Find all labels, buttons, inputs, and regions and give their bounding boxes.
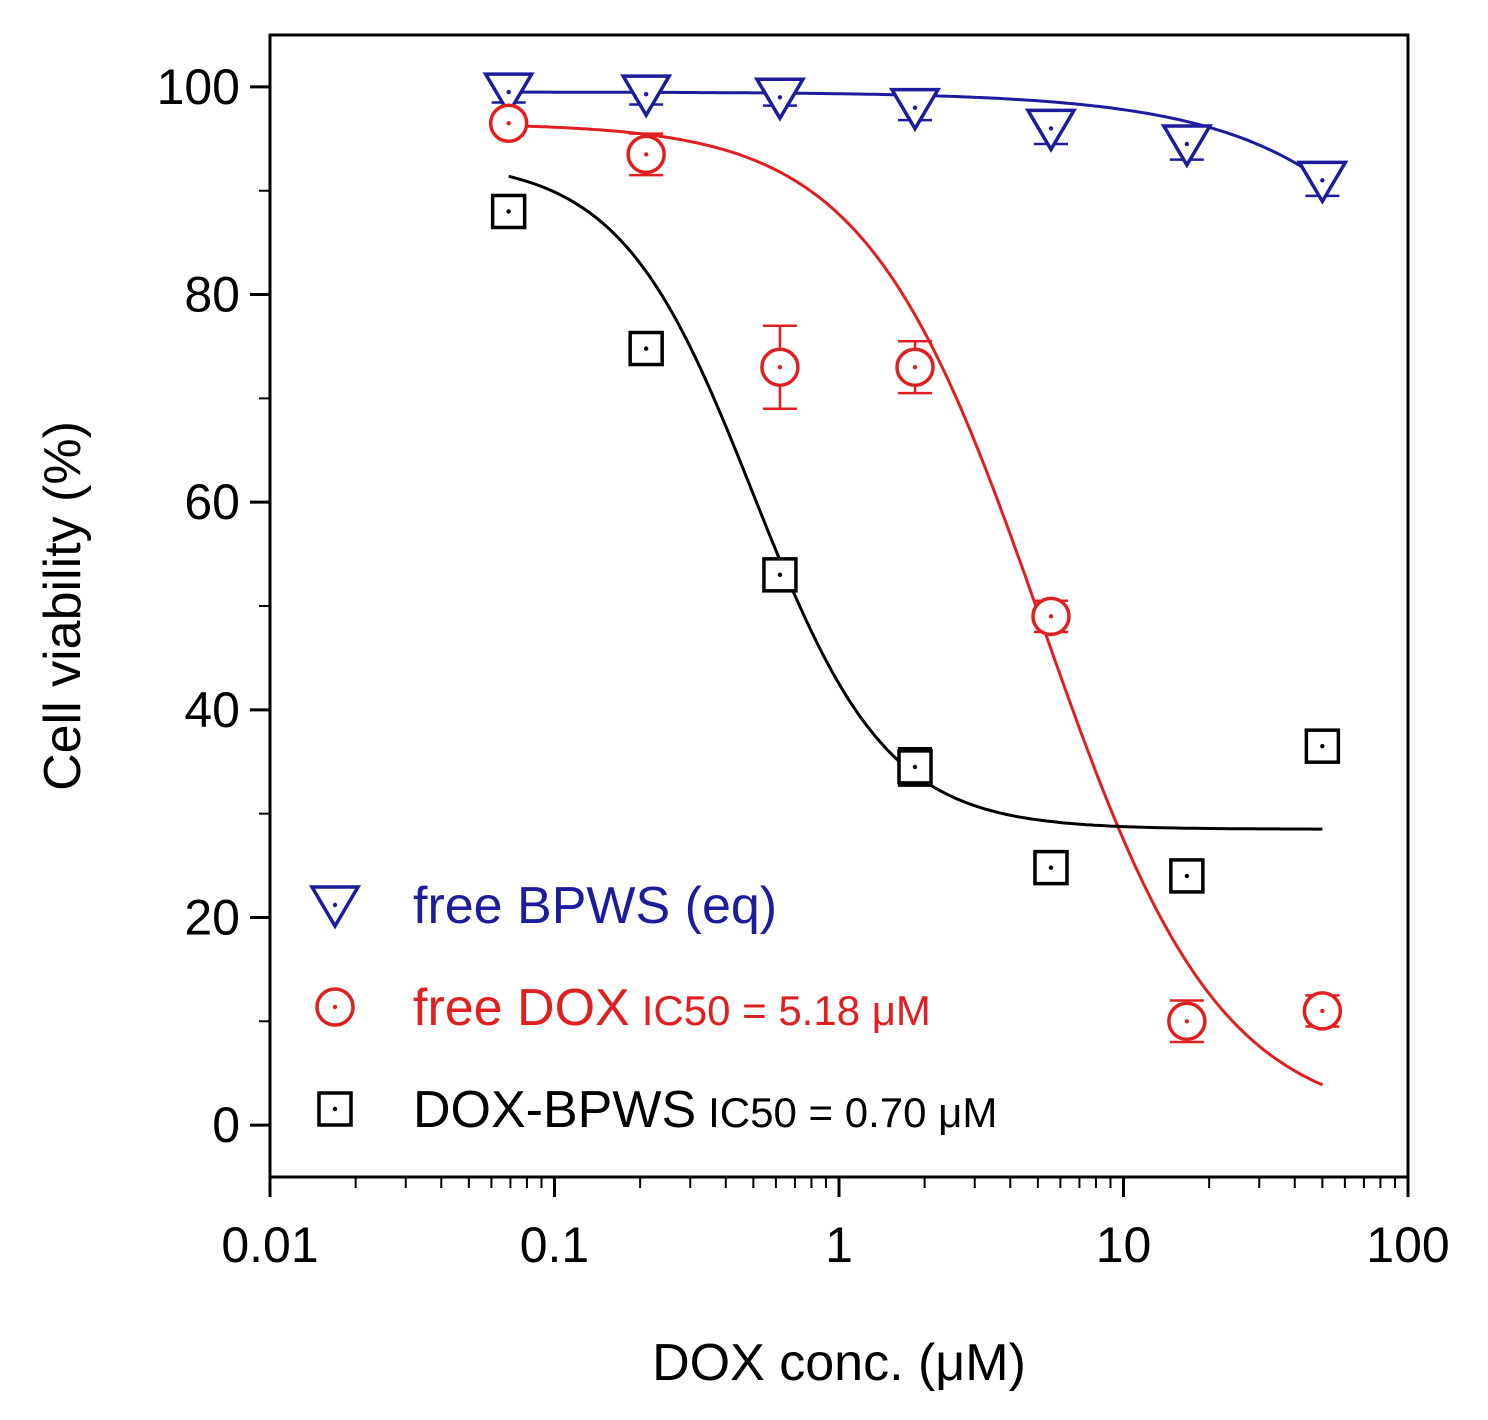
legend-series-name: free BPWS (eq) [413, 877, 777, 935]
legend-label: DOX-BPWS IC50 = 0.70 μM [413, 1081, 997, 1139]
marker-center-dot [1048, 865, 1054, 870]
y-axis-title: Cell viability (%) [34, 421, 92, 791]
data-point [1167, 1001, 1207, 1042]
marker-center-dot [777, 365, 783, 370]
marker-center-dot [1184, 141, 1190, 147]
x-tick-label: 0.01 [221, 1217, 318, 1273]
marker-center-dot [332, 1106, 338, 1112]
marker-center-dot [1184, 1019, 1190, 1024]
x-axis-title: DOX conc. (μM) [652, 1334, 1026, 1392]
legend-ic50: IC50 = 0.70 μM [708, 1089, 997, 1136]
legend-label: free BPWS (eq) [413, 877, 777, 935]
marker-center-dot [777, 572, 783, 578]
marker-center-dot [506, 89, 511, 95]
legend-series-name: DOX-BPWS [413, 1081, 696, 1139]
data-point [482, 72, 535, 117]
data-point [760, 347, 800, 387]
marker-center-dot [1320, 743, 1325, 749]
legend-label: free DOX IC50 = 5.18 μM [413, 979, 931, 1037]
data-point [1296, 160, 1349, 205]
marker-center-dot [506, 121, 511, 126]
legend-marker [315, 987, 355, 1027]
marker-center-dot [1320, 1008, 1325, 1014]
y-tick-label: 0 [212, 1097, 240, 1153]
marker-center-dot [777, 95, 783, 100]
data-point [1024, 108, 1078, 153]
fit-curves [508, 90, 1324, 1087]
y-tick-label: 100 [157, 59, 240, 115]
data-point [1160, 124, 1213, 169]
y-tick-label: 80 [184, 267, 240, 323]
data-point [888, 87, 942, 133]
data-point [1169, 858, 1205, 894]
data-point [488, 103, 529, 143]
data-point [762, 557, 798, 593]
data-point [1302, 991, 1343, 1031]
marker-center-dot [1048, 126, 1054, 131]
marker-center-dot [1048, 614, 1054, 619]
marker-center-dot [1184, 873, 1190, 879]
data-point [490, 193, 527, 230]
data-point [628, 330, 664, 367]
square-marker [1169, 858, 1205, 894]
y-tick-label: 20 [184, 889, 240, 945]
x-tick-label: 1 [825, 1217, 853, 1273]
x-tick-label: 10 [1096, 1217, 1152, 1273]
marker-center-dot [912, 365, 918, 370]
legend-ic50: IC50 = 5.18 μM [642, 987, 931, 1034]
data-point [1031, 596, 1071, 637]
marker-center-dot [912, 105, 918, 110]
data-point [753, 77, 806, 122]
marker-center-dot [332, 902, 338, 908]
x-tick-label: 0.1 [520, 1217, 590, 1273]
marker-center-dot [1320, 178, 1325, 183]
marker-center-dot [332, 1004, 338, 1010]
legend-series-name: free DOX [413, 979, 630, 1037]
marker-center-dot [643, 152, 649, 157]
marker-center-dot [643, 91, 649, 97]
data-point [895, 347, 935, 387]
legend-marker [317, 1091, 353, 1127]
x-tick-label: 100 [1366, 1217, 1449, 1273]
legend-marker [308, 885, 362, 930]
data-points [482, 72, 1349, 1044]
legend: free BPWS (eq) free DOX IC50 = 5.18 μM DOX-… [308, 877, 997, 1139]
marker-center-dot [912, 764, 918, 770]
marker-center-dot [643, 346, 649, 351]
fit-curve [508, 124, 1324, 1087]
data-point [620, 74, 673, 119]
fit-curve [508, 174, 1323, 831]
marker-center-dot [506, 209, 511, 214]
data-point [626, 134, 666, 175]
y-tick-label: 60 [184, 474, 240, 530]
data-point [1033, 849, 1069, 886]
axis-ticks: 0.01 0.1 1 10 100 0 20 40 60 80 100 [157, 59, 1450, 1273]
data-point [897, 749, 933, 785]
y-tick-label: 40 [184, 682, 240, 738]
data-point [1304, 728, 1341, 764]
